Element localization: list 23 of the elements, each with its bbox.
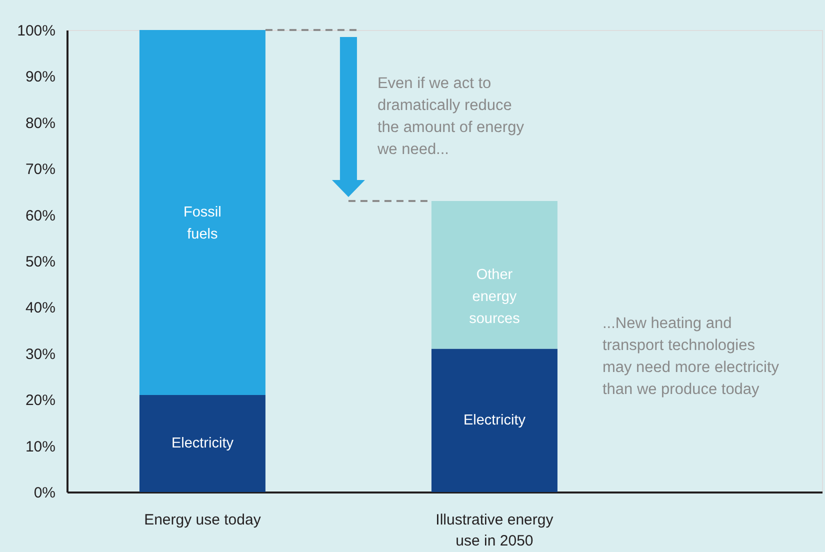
y-tick-label: 70%: [25, 161, 56, 178]
y-tick-label: 100%: [17, 22, 56, 40]
text: Electricity: [463, 412, 526, 428]
bar: [139, 30, 266, 395]
y-tick-label: 80%: [25, 114, 56, 132]
annotation: Even if we act to dramatically reduce the amount of energy we need...: [376, 75, 524, 158]
y-tick-label: 0%: [34, 484, 56, 502]
y-tick-label: 90%: [25, 68, 56, 86]
bar: [431, 348, 558, 492]
y-tick-label: 10%: [25, 438, 56, 456]
y-tick-label: 30%: [25, 346, 56, 363]
x-tick-label: Illustrative energy use in 2050: [436, 512, 554, 550]
series-label: Other energy sources: [469, 266, 520, 327]
series-label: Fossil fuels: [184, 204, 222, 242]
series-label: Electricity: [171, 435, 234, 452]
bar: [139, 394, 266, 492]
bar: [431, 200, 558, 349]
y-tick-label: 60%: [25, 207, 56, 224]
annotation: ...New heating and transport technologies may need more electricity than we produce today: [602, 315, 780, 398]
y-tick-label: 40%: [25, 300, 56, 317]
y-tick-label: 20%: [25, 392, 56, 410]
y-tick-label: 50%: [25, 254, 56, 270]
x-tick-label: Energy use today: [144, 512, 262, 528]
